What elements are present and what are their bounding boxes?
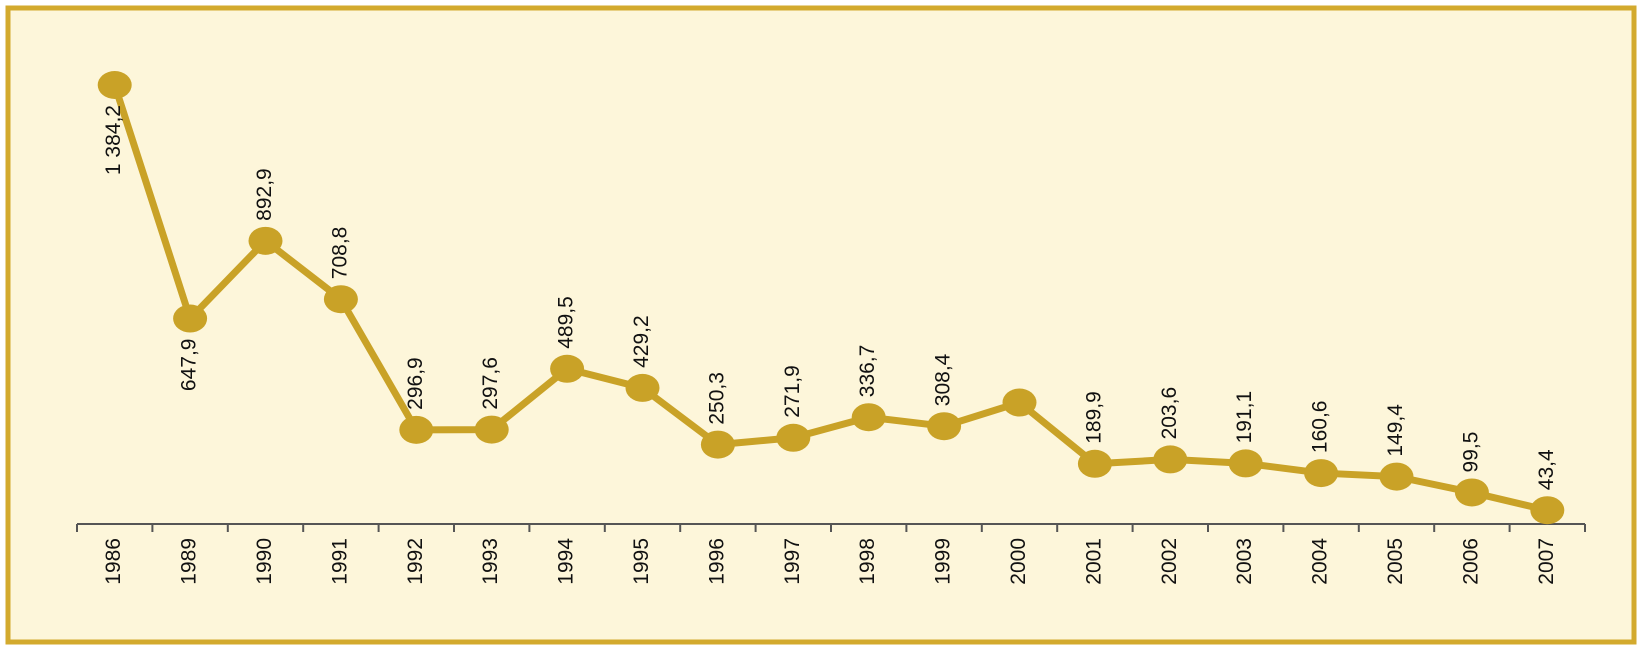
data-label: 149,4 bbox=[1384, 404, 1407, 457]
x-tick-label: 2006 bbox=[1459, 538, 1482, 585]
data-label: 191,1 bbox=[1233, 391, 1256, 444]
data-label: 308,4 bbox=[932, 353, 955, 406]
marker bbox=[1002, 388, 1037, 417]
x-tick-label: 2000 bbox=[1007, 538, 1030, 585]
x-tick-label: 2003 bbox=[1233, 538, 1256, 585]
data-label: 708,8 bbox=[328, 227, 351, 280]
data-label: 647,9 bbox=[178, 339, 201, 392]
data-label: 336,7 bbox=[856, 345, 879, 398]
chart-frame bbox=[5, 5, 1637, 645]
x-tick-label: 1990 bbox=[253, 538, 276, 585]
marker bbox=[1530, 496, 1565, 525]
data-label: 297,6 bbox=[479, 357, 502, 410]
marker bbox=[1228, 449, 1263, 478]
x-tick-label: 1991 bbox=[328, 538, 351, 585]
marker bbox=[1153, 445, 1188, 474]
x-tick-label: 1986 bbox=[102, 538, 125, 585]
data-label: 892,9 bbox=[253, 168, 276, 221]
marker bbox=[1379, 462, 1414, 491]
marker bbox=[851, 403, 886, 432]
x-tick-label: 1992 bbox=[404, 538, 427, 585]
x-tick-label: 1989 bbox=[178, 538, 201, 585]
marker bbox=[97, 71, 132, 99]
marker bbox=[248, 226, 283, 255]
marker bbox=[700, 430, 735, 459]
x-tick-label: 2007 bbox=[1535, 538, 1558, 585]
data-label: 489,5 bbox=[555, 296, 578, 349]
x-tick-label: 2004 bbox=[1309, 538, 1332, 585]
data-label: 1 384,2 bbox=[102, 105, 125, 175]
x-tick-label: 1998 bbox=[856, 538, 879, 585]
data-label: 99,5 bbox=[1459, 432, 1482, 473]
data-label: 271,9 bbox=[781, 365, 804, 418]
data-label: 43,4 bbox=[1535, 449, 1558, 490]
x-tick-label: 1996 bbox=[705, 538, 728, 585]
data-label: 189,9 bbox=[1082, 391, 1105, 444]
x-tick-label: 1993 bbox=[479, 538, 502, 585]
x-tick-label: 2001 bbox=[1082, 538, 1105, 585]
marker bbox=[776, 423, 811, 452]
data-label: 160,6 bbox=[1309, 401, 1332, 454]
data-label: 203,6 bbox=[1158, 387, 1181, 440]
x-tick-label: 2005 bbox=[1384, 538, 1407, 585]
x-tick-label: 1995 bbox=[630, 538, 653, 585]
marker bbox=[399, 415, 434, 444]
marker bbox=[323, 285, 358, 314]
x-tick-label: 1997 bbox=[781, 538, 804, 585]
marker bbox=[625, 373, 660, 402]
marker bbox=[1304, 459, 1339, 488]
marker bbox=[927, 412, 962, 441]
x-tick-label: 1994 bbox=[555, 538, 578, 585]
marker bbox=[1077, 449, 1112, 478]
x-tick-label: 1999 bbox=[932, 538, 955, 585]
marker bbox=[1454, 478, 1489, 507]
data-label: 429,2 bbox=[630, 315, 653, 368]
marker bbox=[550, 354, 585, 383]
marker bbox=[474, 415, 509, 444]
marker bbox=[173, 304, 208, 333]
x-tick-label: 2002 bbox=[1158, 538, 1181, 585]
data-label: 296,9 bbox=[404, 357, 427, 410]
data-label: 250,3 bbox=[705, 372, 728, 425]
